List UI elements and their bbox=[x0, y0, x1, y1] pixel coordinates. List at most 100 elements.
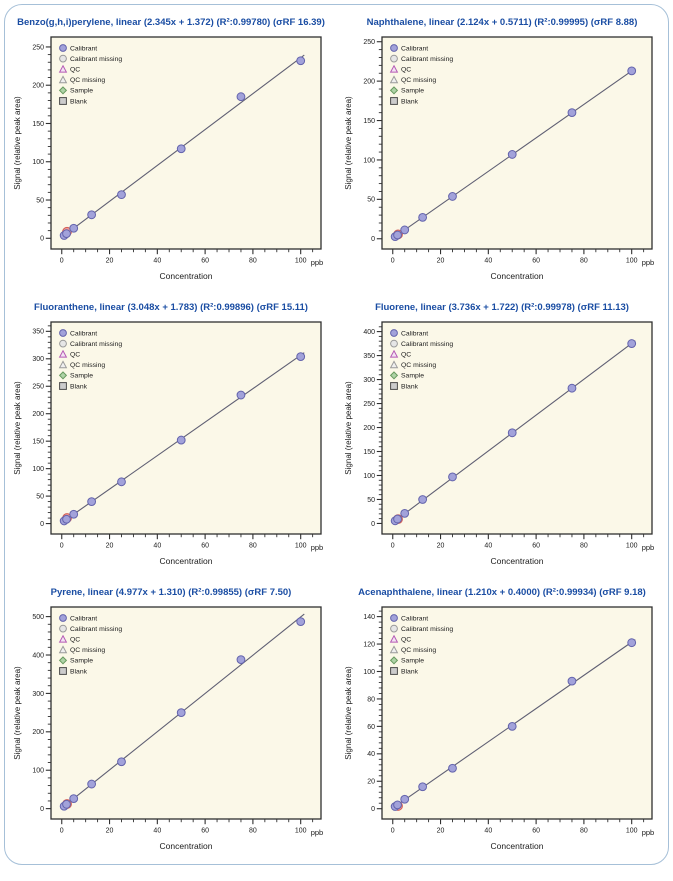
x-tick-label: 100 bbox=[295, 828, 307, 835]
calibrant-point bbox=[69, 794, 79, 804]
y-tick-label: 150 bbox=[32, 439, 44, 446]
legend-item: Sample bbox=[58, 656, 93, 665]
legend-item: QC bbox=[58, 64, 80, 74]
x-axis-title: Concentration bbox=[160, 556, 213, 566]
chart-title: Acenaphthalene, linear (1.210x + 0.4000)… bbox=[358, 587, 646, 598]
legend-label: Calibrant bbox=[70, 615, 97, 622]
legend-label: Blank bbox=[70, 383, 88, 390]
legend-label: QC bbox=[70, 67, 80, 74]
legend-item: Calibrant bbox=[390, 614, 428, 622]
chart-title: Fluorene, linear (3.736x + 1.722) (R²:0.… bbox=[375, 302, 629, 313]
y-tick-label: 140 bbox=[363, 614, 375, 621]
calibrant-point bbox=[400, 225, 410, 235]
legend-label: Blank bbox=[70, 98, 88, 105]
legend-item: QC bbox=[58, 634, 80, 644]
calibrant-point bbox=[627, 339, 637, 348]
legend-item: Calibrant missing bbox=[59, 339, 122, 348]
x-tick-label: 0 bbox=[60, 828, 64, 835]
y-tick-label: 100 bbox=[363, 157, 375, 164]
legend-label: QC bbox=[70, 637, 80, 644]
y-tick-label: 0 bbox=[40, 521, 44, 528]
legend-item: Blank bbox=[390, 667, 419, 675]
calibrant-missing-legend-marker-icon bbox=[390, 339, 398, 348]
sample-legend-marker-icon bbox=[389, 86, 399, 95]
legend-item: Calibrant bbox=[59, 329, 97, 337]
chart-title: Benzo(g,h,i)perylene, linear (2.345x + 1… bbox=[17, 17, 325, 28]
calibrant-point bbox=[236, 655, 246, 665]
calibrant-missing-legend-marker-icon bbox=[390, 624, 398, 633]
x-tick-label: 80 bbox=[249, 258, 257, 265]
y-tick-label: 50 bbox=[367, 197, 375, 204]
qc-missing-legend-marker-icon bbox=[389, 645, 399, 654]
legend-item: Calibrant bbox=[59, 44, 97, 52]
y-tick-label: 350 bbox=[32, 329, 44, 336]
x-tick-label: 40 bbox=[153, 828, 161, 835]
qc-missing-legend-marker-icon bbox=[389, 75, 399, 84]
x-tick-label: 60 bbox=[532, 258, 540, 265]
chart-title: Fluoranthene, linear (3.048x + 1.783) (R… bbox=[34, 302, 308, 313]
calibrant-point bbox=[69, 223, 79, 233]
x-unit-label: ppb bbox=[642, 828, 655, 837]
qc-legend-marker-icon bbox=[389, 349, 399, 358]
x-tick-label: 40 bbox=[153, 543, 161, 550]
x-tick-label: 20 bbox=[437, 543, 445, 550]
calibrant-point bbox=[62, 514, 71, 524]
x-tick-label: 60 bbox=[201, 543, 209, 550]
qc-missing-legend-marker-icon bbox=[58, 645, 68, 654]
x-axis-title: Concentration bbox=[160, 841, 213, 851]
chart-title: Naphthalene, linear (2.124x + 0.5711) (R… bbox=[366, 17, 638, 28]
legend-label: Calibrant bbox=[70, 330, 97, 337]
x-tick-label: 40 bbox=[484, 828, 492, 835]
y-tick-label: 100 bbox=[32, 466, 44, 473]
x-tick-label: 20 bbox=[437, 828, 445, 835]
calibrant-missing-legend-marker-icon bbox=[59, 624, 67, 633]
blank-legend-marker-icon bbox=[59, 97, 67, 105]
legend-item: Blank bbox=[59, 667, 88, 675]
y-tick-label: 50 bbox=[367, 497, 375, 504]
calibrant-point bbox=[400, 794, 410, 804]
x-unit-label: ppb bbox=[311, 828, 324, 837]
qc-legend-marker-icon bbox=[58, 64, 68, 73]
x-tick-label: 0 bbox=[391, 828, 395, 835]
calibration-chart-panel: Pyrene, linear (4.977x + 1.310) (R²:0.99… bbox=[7, 584, 335, 862]
calibrant-point bbox=[87, 779, 97, 789]
calibration-plot: 0 20 40 60 80 100 ppb 0 50 100 150 200 250 300 350 Cali… bbox=[13, 321, 323, 566]
y-tick-label: 0 bbox=[371, 236, 375, 243]
x-axis-title: Concentration bbox=[491, 556, 544, 566]
legend-item: Blank bbox=[59, 97, 88, 105]
legend-label: Sample bbox=[70, 658, 93, 665]
calibrant-point bbox=[393, 800, 402, 810]
y-tick-label: 200 bbox=[32, 83, 44, 90]
y-tick-label: 250 bbox=[32, 44, 44, 51]
qc-missing-legend-marker-icon bbox=[389, 360, 399, 369]
y-tick-label: 300 bbox=[32, 691, 44, 698]
calibration-plot: 0 20 40 60 80 100 ppb 0 50 100 150 200 250 Calibrant C… bbox=[344, 36, 654, 281]
y-tick-label: 250 bbox=[363, 401, 375, 408]
y-axis-title: Signal (relative peak area) bbox=[13, 96, 22, 190]
calibrant-point bbox=[176, 144, 186, 154]
calibrant-missing-legend-marker-icon bbox=[59, 339, 67, 348]
legend-item: QC bbox=[389, 64, 411, 74]
legend-label: Calibrant missing bbox=[401, 341, 453, 348]
calibrant-point bbox=[176, 708, 186, 718]
x-tick-label: 40 bbox=[153, 258, 161, 265]
calibrant-point bbox=[418, 782, 428, 792]
calibrant-point bbox=[418, 495, 428, 504]
calibration-chart-panel: Fluorene, linear (3.736x + 1.722) (R²:0.… bbox=[338, 299, 666, 577]
y-tick-label: 100 bbox=[363, 669, 375, 676]
y-axis-title: Signal (relative peak area) bbox=[344, 381, 353, 475]
sample-legend-marker-icon bbox=[58, 656, 68, 665]
calibrant-point bbox=[62, 229, 71, 239]
y-axis-title: Signal (relative peak area) bbox=[13, 381, 22, 475]
x-axis-title: Concentration bbox=[160, 271, 213, 281]
y-tick-label: 50 bbox=[36, 494, 44, 501]
x-tick-label: 20 bbox=[106, 543, 114, 550]
y-tick-label: 0 bbox=[371, 521, 375, 528]
calibration-plot: 0 20 40 60 80 100 ppb 0 50 100 150 200 250 Calibrant C… bbox=[13, 36, 323, 281]
y-tick-label: 500 bbox=[32, 614, 44, 621]
x-tick-label: 60 bbox=[201, 828, 209, 835]
y-tick-label: 150 bbox=[32, 121, 44, 128]
legend-item: QC missing bbox=[389, 645, 436, 654]
calibrant-point bbox=[296, 56, 306, 66]
legend-item: Blank bbox=[390, 97, 419, 105]
